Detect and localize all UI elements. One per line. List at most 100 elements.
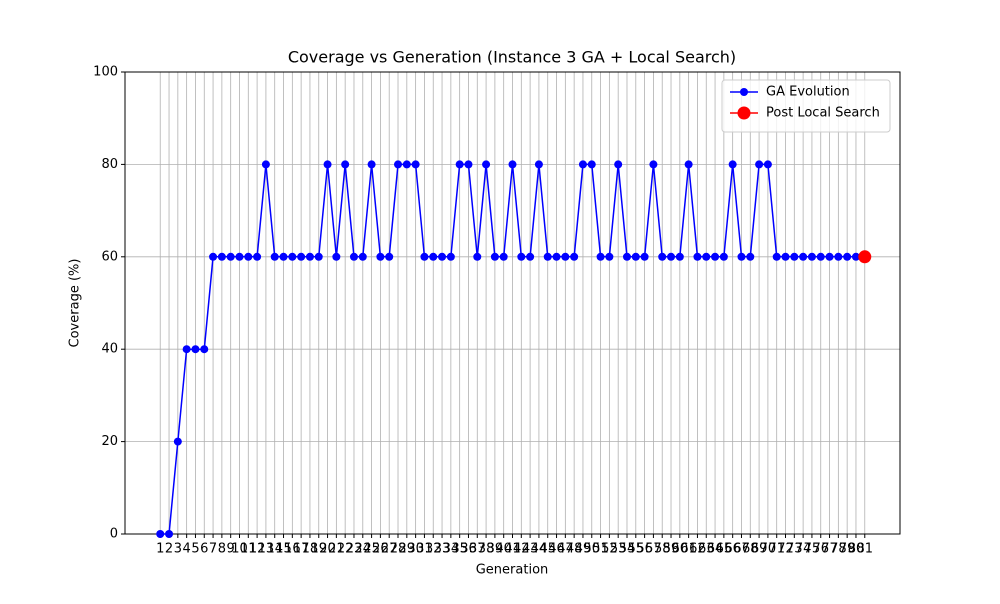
point	[156, 530, 165, 538]
x-tick-label: 6	[200, 542, 208, 557]
point	[763, 160, 772, 169]
point	[711, 252, 720, 261]
legend-label: GA Evolution	[766, 85, 850, 100]
point	[244, 252, 253, 261]
x-tick-label: 80	[848, 542, 865, 557]
x-tick-label: 17	[293, 542, 310, 557]
point	[270, 252, 279, 261]
point	[561, 252, 570, 261]
x-tick-label: 53	[610, 542, 627, 557]
x-tick-label: 51	[592, 542, 609, 557]
point	[517, 252, 526, 261]
point	[825, 252, 834, 261]
x-tick-label: 34	[443, 542, 460, 557]
x-tick-label: 24	[355, 542, 372, 557]
x-tick-label: 71	[768, 542, 785, 557]
x-tick-label: 73	[786, 542, 803, 557]
point	[578, 160, 587, 169]
point	[675, 252, 684, 261]
x-tick-label: 31	[416, 542, 433, 557]
x-tick-label: 25	[363, 542, 380, 557]
point	[684, 160, 693, 169]
point	[534, 160, 543, 169]
point	[323, 160, 332, 169]
x-tick-label: 28	[390, 542, 407, 557]
point	[429, 252, 438, 261]
x-tick-label: 22	[337, 542, 354, 557]
point	[182, 345, 191, 354]
x-tick-label: 66	[724, 542, 741, 557]
x-tick-label: 35	[451, 542, 468, 557]
x-tick-label: 78	[830, 542, 847, 557]
point	[605, 252, 614, 261]
y-tick-label: 100	[93, 65, 118, 80]
point	[217, 252, 226, 261]
x-tick-label: 44	[531, 542, 548, 557]
point	[482, 160, 491, 169]
x-tick-label: 18	[302, 542, 319, 557]
point	[376, 252, 385, 261]
x-tick-label: 69	[751, 542, 768, 557]
point	[640, 252, 649, 261]
point	[834, 252, 843, 261]
point	[305, 252, 314, 261]
x-tick-label: 41	[504, 542, 521, 557]
x-tick-label: 14	[266, 542, 283, 557]
x-tick-label: 1	[156, 542, 164, 557]
x-tick-label: 55	[628, 542, 645, 557]
point	[596, 252, 605, 261]
x-tick-label: 58	[654, 542, 671, 557]
point	[367, 160, 376, 169]
point	[464, 160, 473, 169]
legend-label: Post Local Search	[766, 106, 880, 121]
x-tick-label: 30	[407, 542, 424, 557]
x-tick-label: 7	[209, 542, 217, 557]
point	[209, 252, 218, 261]
x-tick-label: 54	[619, 542, 636, 557]
x-tick-label: 72	[777, 542, 794, 557]
legend-marker	[737, 106, 751, 120]
x-tick-label: 74	[795, 542, 812, 557]
point	[570, 252, 579, 261]
x-tick-label: 38	[478, 542, 495, 557]
x-tick-label: 32	[425, 542, 442, 557]
x-tick-label: 5	[191, 542, 199, 557]
point	[226, 252, 235, 261]
x-tick-label: 27	[381, 542, 398, 557]
x-tick-label: 21	[328, 542, 345, 557]
point	[587, 160, 596, 169]
point	[526, 252, 535, 261]
x-tick-label: 60	[672, 542, 689, 557]
point	[772, 252, 781, 261]
x-tick-label: 23	[346, 542, 363, 557]
x-tick-label: 4	[183, 542, 191, 557]
point	[746, 252, 755, 261]
point	[420, 252, 429, 261]
point	[446, 252, 455, 261]
point	[191, 345, 200, 354]
point	[499, 252, 508, 261]
point	[455, 160, 464, 169]
x-tick-label: 77	[821, 542, 838, 557]
x-tick-label: 46	[548, 542, 565, 557]
y-tick-label: 60	[101, 249, 118, 264]
point	[402, 160, 411, 169]
point	[490, 252, 499, 261]
point	[693, 252, 702, 261]
x-tick-label: 81	[856, 542, 873, 557]
x-tick-label: 29	[399, 542, 416, 557]
x-tick-label: 20	[319, 542, 336, 557]
point	[631, 252, 640, 261]
point	[394, 160, 403, 169]
y-tick-label: 40	[101, 342, 118, 357]
x-tick-label: 8	[218, 542, 226, 557]
x-tick-label: 9	[227, 542, 235, 557]
point	[200, 345, 209, 354]
point	[253, 252, 262, 261]
x-tick-label: 36	[460, 542, 477, 557]
y-tick-label: 0	[110, 527, 118, 542]
point	[851, 252, 860, 261]
legend-marker	[740, 88, 748, 96]
x-tick-label: 65	[716, 542, 733, 557]
point	[508, 160, 517, 169]
